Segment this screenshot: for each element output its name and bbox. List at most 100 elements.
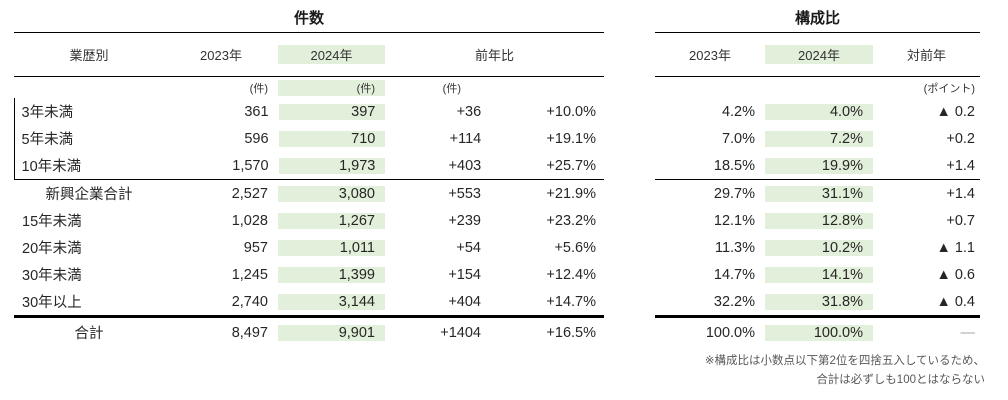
share-diff-cell: +1.4 [946,185,975,202]
count-diff-cell: +54 [456,239,481,256]
header-share-2024: 2024年 [765,45,873,64]
count-2023-cell: 957 [243,239,268,256]
table-row: 15年未満 1,028 1,267 +239 +23.2% [14,207,604,234]
count-2023-cell: 1,570 [232,157,269,174]
row-label: 30年未満 [22,268,82,284]
share-table-header: 2023年 2024年 対前年 [655,33,980,77]
table-row: 20年未満 957 1,011 +54 +5.6% [14,234,604,261]
count-pct-cell: +21.9% [546,185,596,202]
count-pct-cell: +5.6% [554,239,596,256]
header-share-2023: 2023年 [689,48,731,63]
table-row: 30年未満 1,245 1,399 +154 +12.4% [14,261,604,288]
count-pct-cell: +10.0% [546,103,596,120]
row-label: 5年未満 [21,132,74,148]
count-2023-cell: 2,527 [231,185,268,202]
row-label: 3年未満 [21,105,74,121]
unit-share-yoy: (ポイント) [923,82,975,95]
count-table-title: 件数 [14,6,604,33]
table-row-subtotal: 29.7% 31.1% +1.4 [655,180,980,207]
share-2024-cell: 4.0% [765,103,873,120]
unit-count-diff: (件) [442,82,461,95]
count-unit-row: (件) (件) (件) [14,77,604,98]
row-label: 15年未満 [22,214,82,230]
count-2023-cell: 1,245 [231,266,268,283]
share-2024-cell: 31.1% [765,185,873,202]
share-2024-cell: 10.2% [765,239,873,256]
share-diff-cell: ▲ 1.1 [936,239,975,256]
header-business-age: 業歴別 [69,48,109,63]
table-row: 32.2% 31.8% ▲ 0.4 [655,288,980,315]
count-diff-cell: +154 [448,266,481,283]
share-2024-cell: 31.8% [765,293,873,310]
count-pct-cell: +12.4% [546,266,596,283]
footnote-line1: ※構成比は小数点以下第2位を四捨五入しているため、 [704,355,985,367]
count-2023-cell: 2,740 [231,293,268,310]
row-label: 新興企業合計 [45,187,133,203]
count-2024-cell: 9,901 [278,324,385,341]
share-2023-cell: 29.7% [713,185,755,202]
footnote: ※構成比は小数点以下第2位を四捨五入しているため、 合計は必ずしも100とはなら… [705,352,985,390]
count-2024-cell: 3,080 [278,185,385,202]
statistics-tables: 件数 業歴別 2023年 2024年 前年比 (件) (件) (件) 3年未満 … [14,6,980,347]
count-diff-cell: +1404 [440,324,481,341]
table-row: 3年未満 361 397 +36 +10.0% [14,98,604,125]
count-pct-cell: +25.7% [546,157,596,174]
footnote-line2: 合計は必ずしも100とはならない [816,373,985,386]
table-row-total: 合計 8,497 9,901 +1404 +16.5% [14,315,604,347]
share-2023-cell: 4.2% [721,103,755,120]
count-pct-cell: +14.7% [546,293,596,310]
count-2024-cell: 710 [278,130,386,147]
count-diff-cell: +114 [449,130,482,147]
header-count-2023: 2023年 [200,48,242,63]
share-2023-cell: 100.0% [705,324,755,341]
count-pct-cell: +23.2% [546,212,596,229]
count-2024-cell: 1,011 [278,239,385,256]
header-count-yoy: 前年比 [474,48,514,63]
count-table: 件数 業歴別 2023年 2024年 前年比 (件) (件) (件) 3年未満 … [14,6,604,347]
count-2023-cell: 8,497 [231,324,268,341]
share-diff-cell: +0.7 [946,212,975,229]
table-row: 30年以上 2,740 3,144 +404 +14.7% [14,288,604,315]
share-diff-cell: +0.2 [946,130,975,147]
count-diff-cell: +404 [448,293,481,310]
count-pct-cell: +16.5% [546,324,596,341]
share-diff-cell: ▲ 0.4 [936,293,975,310]
table-row: 10年未満 1,570 1,973 +403 +25.7% [14,152,604,180]
count-2024-cell: 3,144 [278,293,385,310]
count-2024-cell: 1,399 [278,266,385,283]
header-count-2024: 2024年 [278,45,385,64]
share-2023-cell: 32.2% [713,293,755,310]
table-row-subtotal: 新興企業合計 2,527 3,080 +553 +21.9% [14,180,604,207]
header-share-yoy: 対前年 [906,48,946,63]
unit-count-2023: (件) [249,82,268,95]
share-2023-cell: 18.5% [713,157,755,174]
share-2023-cell: 14.7% [713,266,755,283]
share-diff-cell: ▲ 0.6 [936,266,975,283]
count-diff-cell: +553 [448,185,481,202]
share-2024-cell: 12.8% [765,212,873,229]
table-row: 11.3% 10.2% ▲ 1.1 [655,234,980,261]
share-table: 構成比 2023年 2024年 対前年 (ポイント) 4.2% 4.0% ▲ 0… [655,6,980,347]
share-2024-cell: 100.0% [765,324,873,341]
row-label: 合計 [74,326,104,342]
count-diff-cell: +36 [456,103,482,120]
unit-count-2024: (件) [278,79,385,96]
table-row: 12.1% 12.8% +0.7 [655,207,980,234]
table-row: 4.2% 4.0% ▲ 0.2 [655,98,980,125]
share-table-title: 構成比 [655,6,980,33]
share-diff-cell: ▲ 0.2 [936,103,975,120]
count-2024-cell: 1,973 [278,157,386,174]
table-row: 5年未満 596 710 +114 +19.1% [14,125,604,152]
table-row: 18.5% 19.9% +1.4 [655,152,980,180]
row-label: 30年以上 [22,295,82,311]
share-2023-cell: 12.1% [713,212,755,229]
share-2024-cell: 7.2% [765,130,873,147]
share-unit-row: (ポイント) [655,77,980,98]
count-2023-cell: 361 [244,103,269,120]
row-label: 10年未満 [21,159,82,175]
share-2023-cell: 7.0% [721,130,755,147]
table-row: 7.0% 7.2% +0.2 [655,125,980,152]
table-row-total: 100.0% 100.0% — [655,315,980,347]
share-2023-cell: 11.3% [714,239,755,256]
count-diff-cell: +239 [448,212,481,229]
